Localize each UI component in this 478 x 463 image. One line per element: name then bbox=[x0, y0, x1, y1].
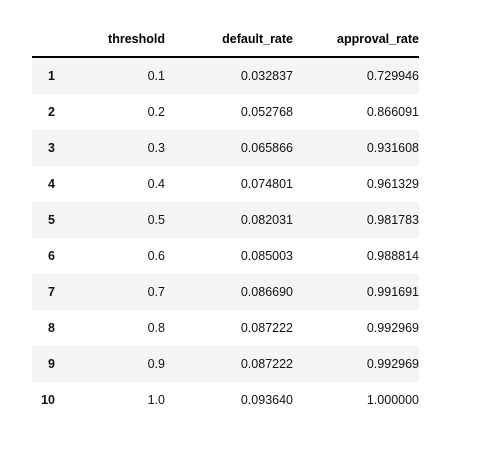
default-rate-cell: 0.087222 bbox=[240, 321, 293, 335]
default-rate-cell: 0.082031 bbox=[240, 213, 293, 227]
index-header bbox=[32, 22, 55, 58]
threshold-cell: 0.9 bbox=[147, 357, 165, 371]
dataframe-table: threshold default_rate approval_rate 1 0.… bbox=[32, 22, 419, 418]
threshold-cell: 0.5 bbox=[147, 213, 165, 227]
table-row: 10 1.0 0.093640 1.000000 bbox=[32, 382, 419, 418]
default-rate-cell: 0.032837 bbox=[240, 69, 293, 83]
table-row: 1 0.1 0.032837 0.729946 bbox=[32, 57, 419, 94]
default-rate-cell: 0.087222 bbox=[240, 357, 293, 371]
table-body: 1 0.1 0.032837 0.729946 2 0.2 0.052768 0.866091… bbox=[32, 57, 419, 418]
table-row: 5 0.5 0.082031 0.981783 bbox=[32, 202, 419, 238]
table-header: threshold default_rate approval_rate bbox=[32, 22, 419, 58]
threshold-cell: 0.8 bbox=[147, 321, 165, 335]
table-row: 4 0.4 0.074801 0.961329 bbox=[32, 166, 419, 202]
approval-rate-cell: 0.992969 bbox=[366, 321, 419, 335]
threshold-cell: 0.2 bbox=[147, 105, 165, 119]
table-row: 3 0.3 0.065866 0.931608 bbox=[32, 130, 419, 166]
table-row: 7 0.7 0.086690 0.991691 bbox=[32, 274, 419, 310]
approval-rate-cell: 0.729946 bbox=[366, 69, 419, 83]
approval-rate-cell: 0.961329 bbox=[366, 177, 419, 191]
threshold-cell: 1.0 bbox=[147, 393, 165, 407]
threshold-cell: 0.3 bbox=[147, 141, 165, 155]
default-rate-cell: 0.093640 bbox=[240, 393, 293, 407]
default-rate-cell: 0.086690 bbox=[240, 285, 293, 299]
approval-rate-cell: 0.866091 bbox=[366, 105, 419, 119]
row-index: 4 bbox=[48, 177, 55, 191]
table-row: 2 0.2 0.052768 0.866091 bbox=[32, 94, 419, 130]
table-row: 6 0.6 0.085003 0.988814 bbox=[32, 238, 419, 274]
row-index: 6 bbox=[48, 249, 55, 263]
row-index: 8 bbox=[48, 321, 55, 335]
row-index: 2 bbox=[48, 105, 55, 119]
approval-rate-cell: 1.000000 bbox=[366, 393, 419, 407]
default-rate-cell: 0.085003 bbox=[240, 249, 293, 263]
row-index: 10 bbox=[41, 393, 55, 407]
table-row: 8 0.8 0.087222 0.992969 bbox=[32, 310, 419, 346]
threshold-cell: 0.6 bbox=[147, 249, 165, 263]
dataframe-container: threshold default_rate approval_rate 1 0.… bbox=[32, 22, 419, 418]
threshold-cell: 0.1 bbox=[147, 69, 165, 83]
default-rate-cell: 0.052768 bbox=[240, 105, 293, 119]
row-index: 7 bbox=[48, 285, 55, 299]
row-index: 9 bbox=[48, 357, 55, 371]
threshold-header: threshold bbox=[55, 22, 165, 58]
approval-rate-cell: 0.931608 bbox=[366, 141, 419, 155]
header-row: threshold default_rate approval_rate bbox=[32, 22, 419, 58]
approval-rate-header: approval_rate bbox=[293, 22, 419, 58]
approval-rate-cell: 0.981783 bbox=[366, 213, 419, 227]
approval-rate-cell: 0.991691 bbox=[366, 285, 419, 299]
default-rate-header: default_rate bbox=[165, 22, 293, 58]
default-rate-cell: 0.065866 bbox=[240, 141, 293, 155]
row-index: 5 bbox=[48, 213, 55, 227]
threshold-cell: 0.7 bbox=[147, 285, 165, 299]
table-row: 9 0.9 0.087222 0.992969 bbox=[32, 346, 419, 382]
row-index: 1 bbox=[48, 69, 55, 83]
row-index: 3 bbox=[48, 141, 55, 155]
approval-rate-cell: 0.992969 bbox=[366, 357, 419, 371]
default-rate-cell: 0.074801 bbox=[240, 177, 293, 191]
approval-rate-cell: 0.988814 bbox=[366, 249, 419, 263]
threshold-cell: 0.4 bbox=[147, 177, 165, 191]
